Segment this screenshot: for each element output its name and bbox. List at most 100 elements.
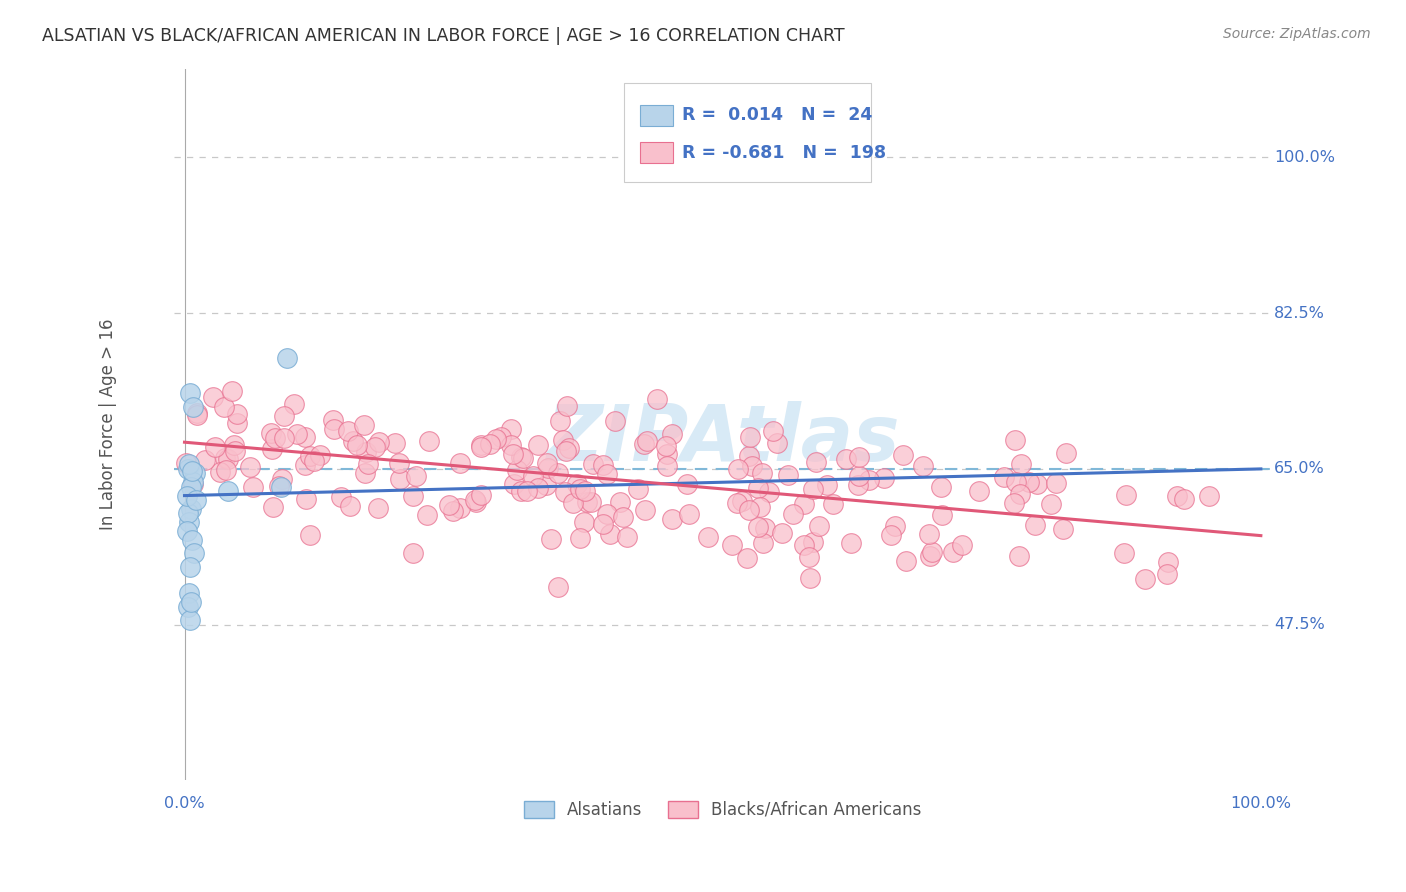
Point [353,417,375,432]
Point [555,399,578,413]
Point [821,497,844,511]
Point [835,451,858,466]
Point [259,425,281,440]
Point [304,454,326,468]
Legend: Alsatians, Blacks/African Americans: Alsatians, Blacks/African Americans [517,794,928,825]
Point [558,442,581,456]
Point [217,484,239,499]
Point [740,430,762,444]
Point [502,447,524,461]
Point [294,430,316,444]
Point [741,458,763,473]
Point [402,489,425,503]
Point [224,443,246,458]
Point [801,534,824,549]
Text: ALSATIAN VS BLACK/AFRICAN AMERICAN IN LABOR FORCE | AGE > 16 CORRELATION CHART: ALSATIAN VS BLACK/AFRICAN AMERICAN IN LA… [42,27,845,45]
Point [177,516,200,530]
Point [921,545,943,559]
Point [848,469,870,483]
Point [747,520,769,534]
Point [661,427,683,442]
Point [661,512,683,526]
Point [180,595,202,609]
Point [186,493,208,508]
Point [655,458,678,473]
Point [214,463,236,477]
Point [401,545,423,559]
Point [387,456,409,470]
Point [179,613,201,627]
Point [536,461,558,475]
Point [605,414,627,428]
Point [337,424,360,438]
Point [441,504,464,518]
Point [655,439,678,453]
Point [929,480,952,494]
Point [633,437,655,451]
Point [527,481,550,495]
Point [758,484,780,499]
Point [465,495,488,509]
Text: Source: ZipAtlas.com: Source: ZipAtlas.com [1223,27,1371,41]
Point [283,397,305,411]
Point [1004,475,1026,490]
Point [226,407,249,421]
Point [177,586,200,600]
Point [479,437,502,451]
Point [574,515,596,529]
Text: R = -0.681   N =  198: R = -0.681 N = 198 [682,144,886,161]
Point [179,559,201,574]
Point [1026,477,1049,491]
Point [180,480,202,494]
Point [1156,567,1178,582]
Point [738,449,761,463]
Point [260,442,283,457]
Point [727,462,749,476]
Point [405,469,427,483]
Point [239,460,262,475]
Point [367,500,389,515]
Point [547,466,569,480]
Point [636,434,658,448]
Text: R =  0.014   N =  24: R = 0.014 N = 24 [682,106,873,125]
Point [647,392,669,406]
Point [285,427,308,442]
Point [1052,522,1074,536]
Point [509,450,531,464]
Point [1045,475,1067,490]
Point [489,430,512,444]
Point [554,485,576,500]
FancyBboxPatch shape [624,83,870,182]
Point [766,436,789,450]
Point [1166,489,1188,503]
Point [264,432,287,446]
Point [574,483,596,498]
Point [294,491,316,506]
Point [512,450,534,465]
Point [751,466,773,480]
Point [522,468,544,483]
Point [346,438,368,452]
Bar [640,142,673,163]
Point [181,475,204,490]
Point [180,502,202,516]
Point [599,526,621,541]
Point [186,406,208,420]
Point [217,452,239,467]
Point [846,478,869,492]
Point [1018,475,1040,490]
Point [276,351,298,365]
Point [367,435,389,450]
Point [770,525,793,540]
Point [534,478,557,492]
Point [950,538,973,552]
Point [273,432,295,446]
Point [748,500,770,515]
Point [322,422,344,436]
Point [174,456,197,470]
Point [354,466,377,480]
Point [1133,572,1156,586]
Point [181,400,204,414]
Point [179,386,201,401]
Point [389,472,412,486]
